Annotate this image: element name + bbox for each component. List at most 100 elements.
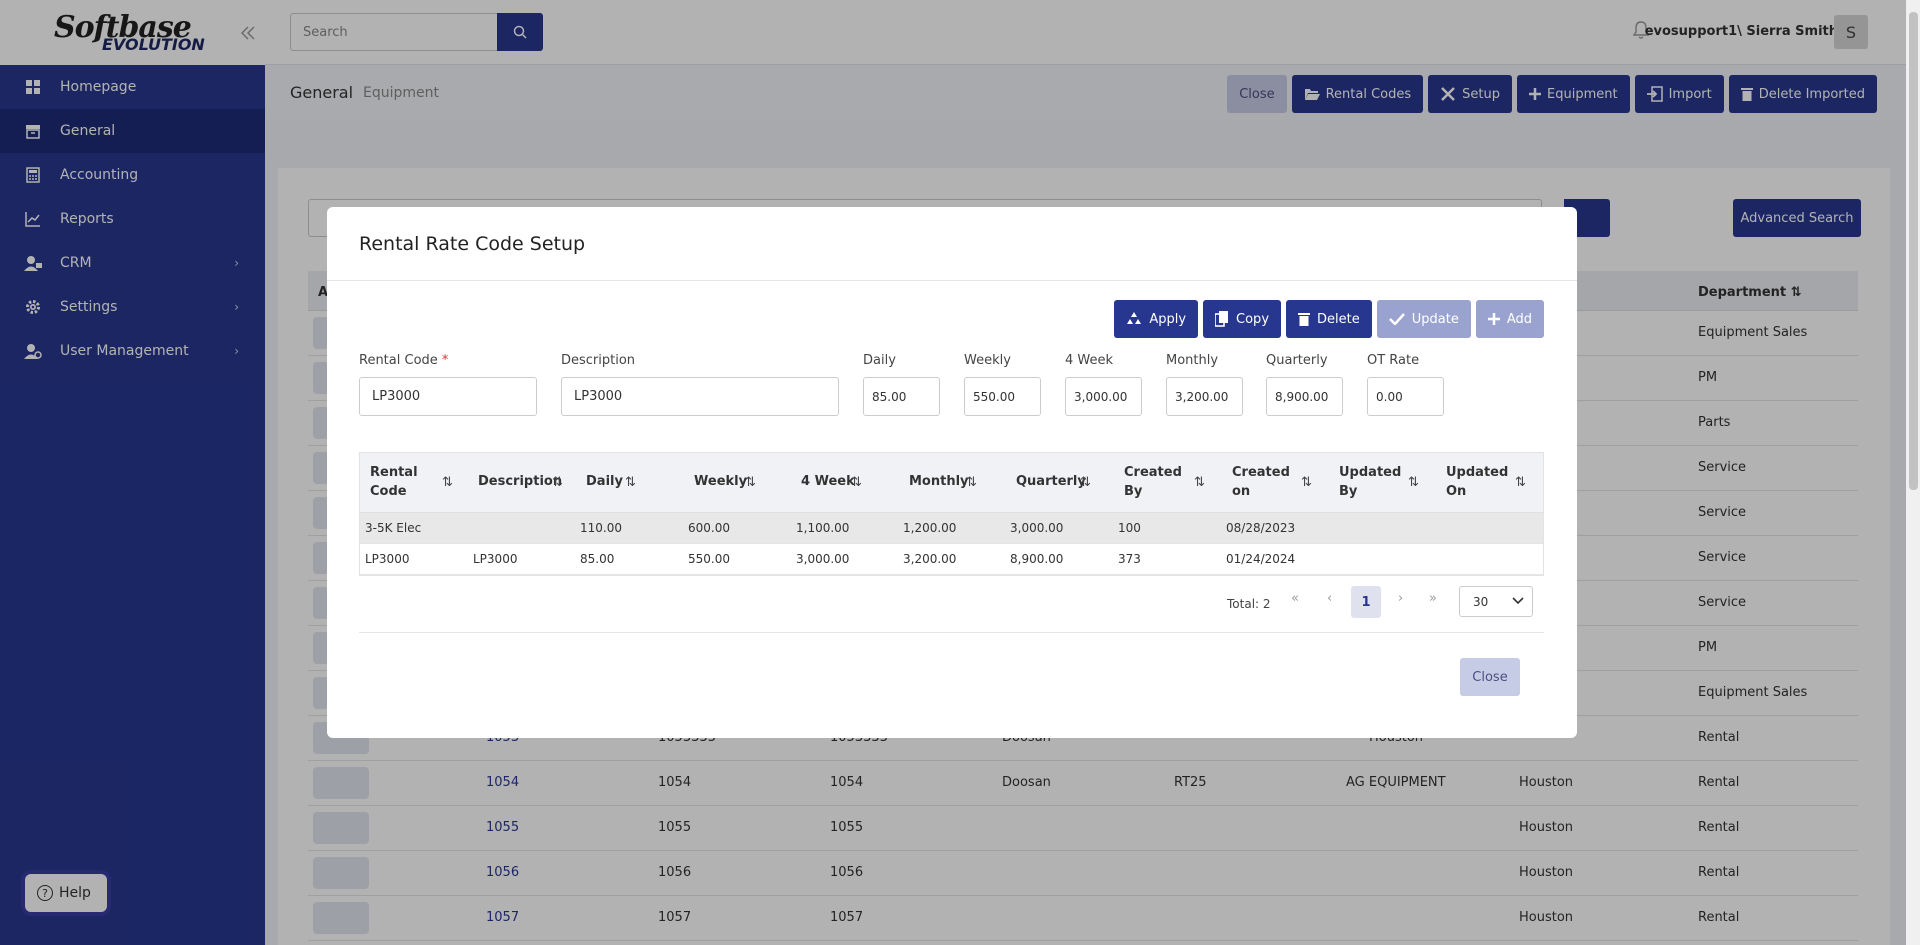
close-page-button[interactable]: Close — [1227, 75, 1287, 113]
sidebar-item-crm[interactable]: CRM › — [0, 241, 265, 285]
cell-id-link[interactable]: 1054 — [486, 775, 520, 790]
description-input[interactable]: LP3000 — [561, 377, 839, 416]
recycle-icon — [1127, 312, 1142, 324]
sort-icon[interactable]: ⇅ — [1301, 475, 1312, 490]
sort-icon[interactable]: ⇅ — [966, 475, 977, 490]
sort-icon[interactable]: ⇅ — [745, 475, 756, 490]
chevron-right-icon: › — [234, 344, 239, 358]
sidebar-item-settings[interactable]: Settings › — [0, 285, 265, 329]
row-action-button[interactable] — [313, 812, 369, 844]
row-action-button[interactable] — [313, 317, 329, 349]
row-action-button[interactable] — [313, 497, 329, 529]
row-action-button[interactable] — [313, 632, 329, 664]
sort-icon[interactable]: ⇅ — [1194, 475, 1205, 490]
next-page-icon[interactable]: › — [1398, 591, 1404, 606]
sidebar-item-homepage[interactable]: Homepage — [0, 65, 265, 109]
cell-department: Rental — [1698, 775, 1740, 790]
search-button[interactable] — [497, 13, 543, 51]
column-header-department[interactable]: Department ⇅ — [1698, 285, 1802, 300]
column-header-updated-by[interactable]: Updated By — [1339, 465, 1402, 499]
archive-icon — [24, 122, 42, 140]
help-button[interactable]: ? Help — [25, 874, 107, 912]
rental-code-input[interactable]: LP3000 — [359, 377, 537, 416]
monthly-input[interactable]: 3,200.00 — [1166, 377, 1243, 416]
sort-icon[interactable]: ⇅ — [552, 475, 563, 490]
row-action-button[interactable] — [313, 902, 369, 934]
page-size-select[interactable]: 30 — [1459, 586, 1533, 617]
grid-row[interactable]: LP3000 LP3000 85.00 550.00 3,000.00 3,20… — [360, 544, 1543, 575]
breadcrumb-equipment[interactable]: Equipment — [363, 85, 439, 101]
row-action-button[interactable] — [313, 362, 329, 394]
row-action-button[interactable] — [313, 587, 329, 619]
column-header-weekly[interactable]: Weekly — [694, 474, 748, 489]
sort-icon[interactable]: ⇅ — [442, 475, 453, 490]
copy-button[interactable]: Copy — [1203, 300, 1282, 338]
button-label: Apply — [1149, 311, 1187, 327]
divider — [327, 280, 1577, 281]
sidebar-item-reports[interactable]: Reports — [0, 197, 265, 241]
sidebar-item-user-management[interactable]: User Management › — [0, 329, 265, 373]
bell-icon[interactable] — [1632, 20, 1650, 44]
column-header-monthly[interactable]: Monthly — [909, 474, 969, 489]
add-equipment-button[interactable]: Equipment — [1517, 75, 1630, 113]
row-action-button[interactable] — [313, 857, 369, 889]
scrollbar-thumb[interactable] — [1909, 12, 1918, 490]
four-week-input[interactable]: 3,000.00 — [1065, 377, 1142, 416]
rental-codes-button[interactable]: Rental Codes — [1291, 75, 1424, 113]
sidebar-item-general[interactable]: General — [0, 109, 265, 153]
sort-icon[interactable]: ⇅ — [851, 475, 862, 490]
sort-icon[interactable]: ⇅ — [625, 475, 636, 490]
advanced-search-button[interactable]: Advanced Search — [1733, 199, 1861, 237]
quarterly-input[interactable]: 8,900.00 — [1266, 377, 1343, 416]
chevron-right-icon: › — [234, 256, 239, 270]
daily-input[interactable]: 85.00 — [863, 377, 940, 416]
apply-button[interactable]: Apply — [1114, 300, 1199, 338]
update-button[interactable]: Update — [1376, 300, 1471, 338]
column-header-4-week[interactable]: 4 Week — [801, 474, 855, 489]
ot-rate-input[interactable]: 0.00 — [1367, 377, 1444, 416]
grid-row[interactable]: 3-5K Elec 110.00 600.00 1,100.00 1,200.0… — [360, 513, 1543, 544]
cell: Houston — [1519, 865, 1574, 880]
sort-icon[interactable]: ⇅ — [1080, 475, 1091, 490]
column-header-daily[interactable]: Daily — [586, 474, 623, 489]
collapse-sidebar-icon[interactable] — [240, 22, 255, 46]
sidebar-item-label: User Management — [60, 343, 189, 359]
last-page-icon[interactable]: » — [1429, 591, 1437, 606]
first-page-icon[interactable]: « — [1291, 591, 1299, 606]
add-button[interactable]: Add — [1475, 300, 1544, 338]
cell-id-link[interactable]: 1055 — [486, 820, 520, 835]
close-modal-button[interactable]: Close — [1460, 658, 1520, 696]
sort-icon[interactable]: ⇅ — [1408, 475, 1419, 490]
cell-quarterly: 8,900.00 — [1010, 552, 1064, 566]
column-header-rental-code[interactable]: Rental Code — [370, 465, 418, 499]
import-button[interactable]: Import — [1634, 75, 1724, 113]
column-header-updated-on[interactable]: Updated On — [1446, 465, 1509, 499]
prev-page-icon[interactable]: ‹ — [1327, 591, 1333, 606]
delete-imported-button[interactable]: Delete Imported — [1728, 75, 1877, 113]
description-label: Description — [561, 353, 636, 368]
sidebar-item-accounting[interactable]: Accounting — [0, 153, 265, 197]
cell-id-link[interactable]: 1057 — [486, 910, 520, 925]
delete-button[interactable]: Delete — [1286, 300, 1372, 338]
cell-id-link[interactable]: 1056 — [486, 865, 520, 880]
column-header-created-on[interactable]: Created on — [1232, 465, 1290, 499]
top-bar: Search evosupport1\ Sierra Smith S — [265, 0, 1920, 65]
row-action-button[interactable] — [313, 542, 329, 574]
current-page-button[interactable]: 1 — [1351, 586, 1381, 618]
sort-icon[interactable]: ⇅ — [1515, 475, 1526, 490]
setup-button[interactable]: Setup — [1428, 75, 1513, 113]
row-action-button[interactable] — [313, 677, 329, 709]
cell-department: Rental — [1698, 820, 1740, 835]
copy-icon — [1215, 311, 1229, 327]
chart-line-icon — [24, 210, 42, 228]
user-name[interactable]: evosupport1\ Sierra Smith — [1644, 24, 1838, 39]
column-header-description[interactable]: Description — [478, 474, 563, 489]
column-header-quarterly[interactable]: Quarterly — [1016, 474, 1086, 489]
row-action-button[interactable] — [313, 767, 369, 799]
row-action-button[interactable] — [313, 407, 329, 439]
column-header-created-by[interactable]: Created By — [1124, 465, 1182, 499]
weekly-input[interactable]: 550.00 — [964, 377, 1041, 416]
avatar[interactable]: S — [1834, 15, 1868, 49]
row-action-button[interactable] — [313, 452, 329, 484]
page-scrollbar[interactable] — [1906, 0, 1920, 945]
